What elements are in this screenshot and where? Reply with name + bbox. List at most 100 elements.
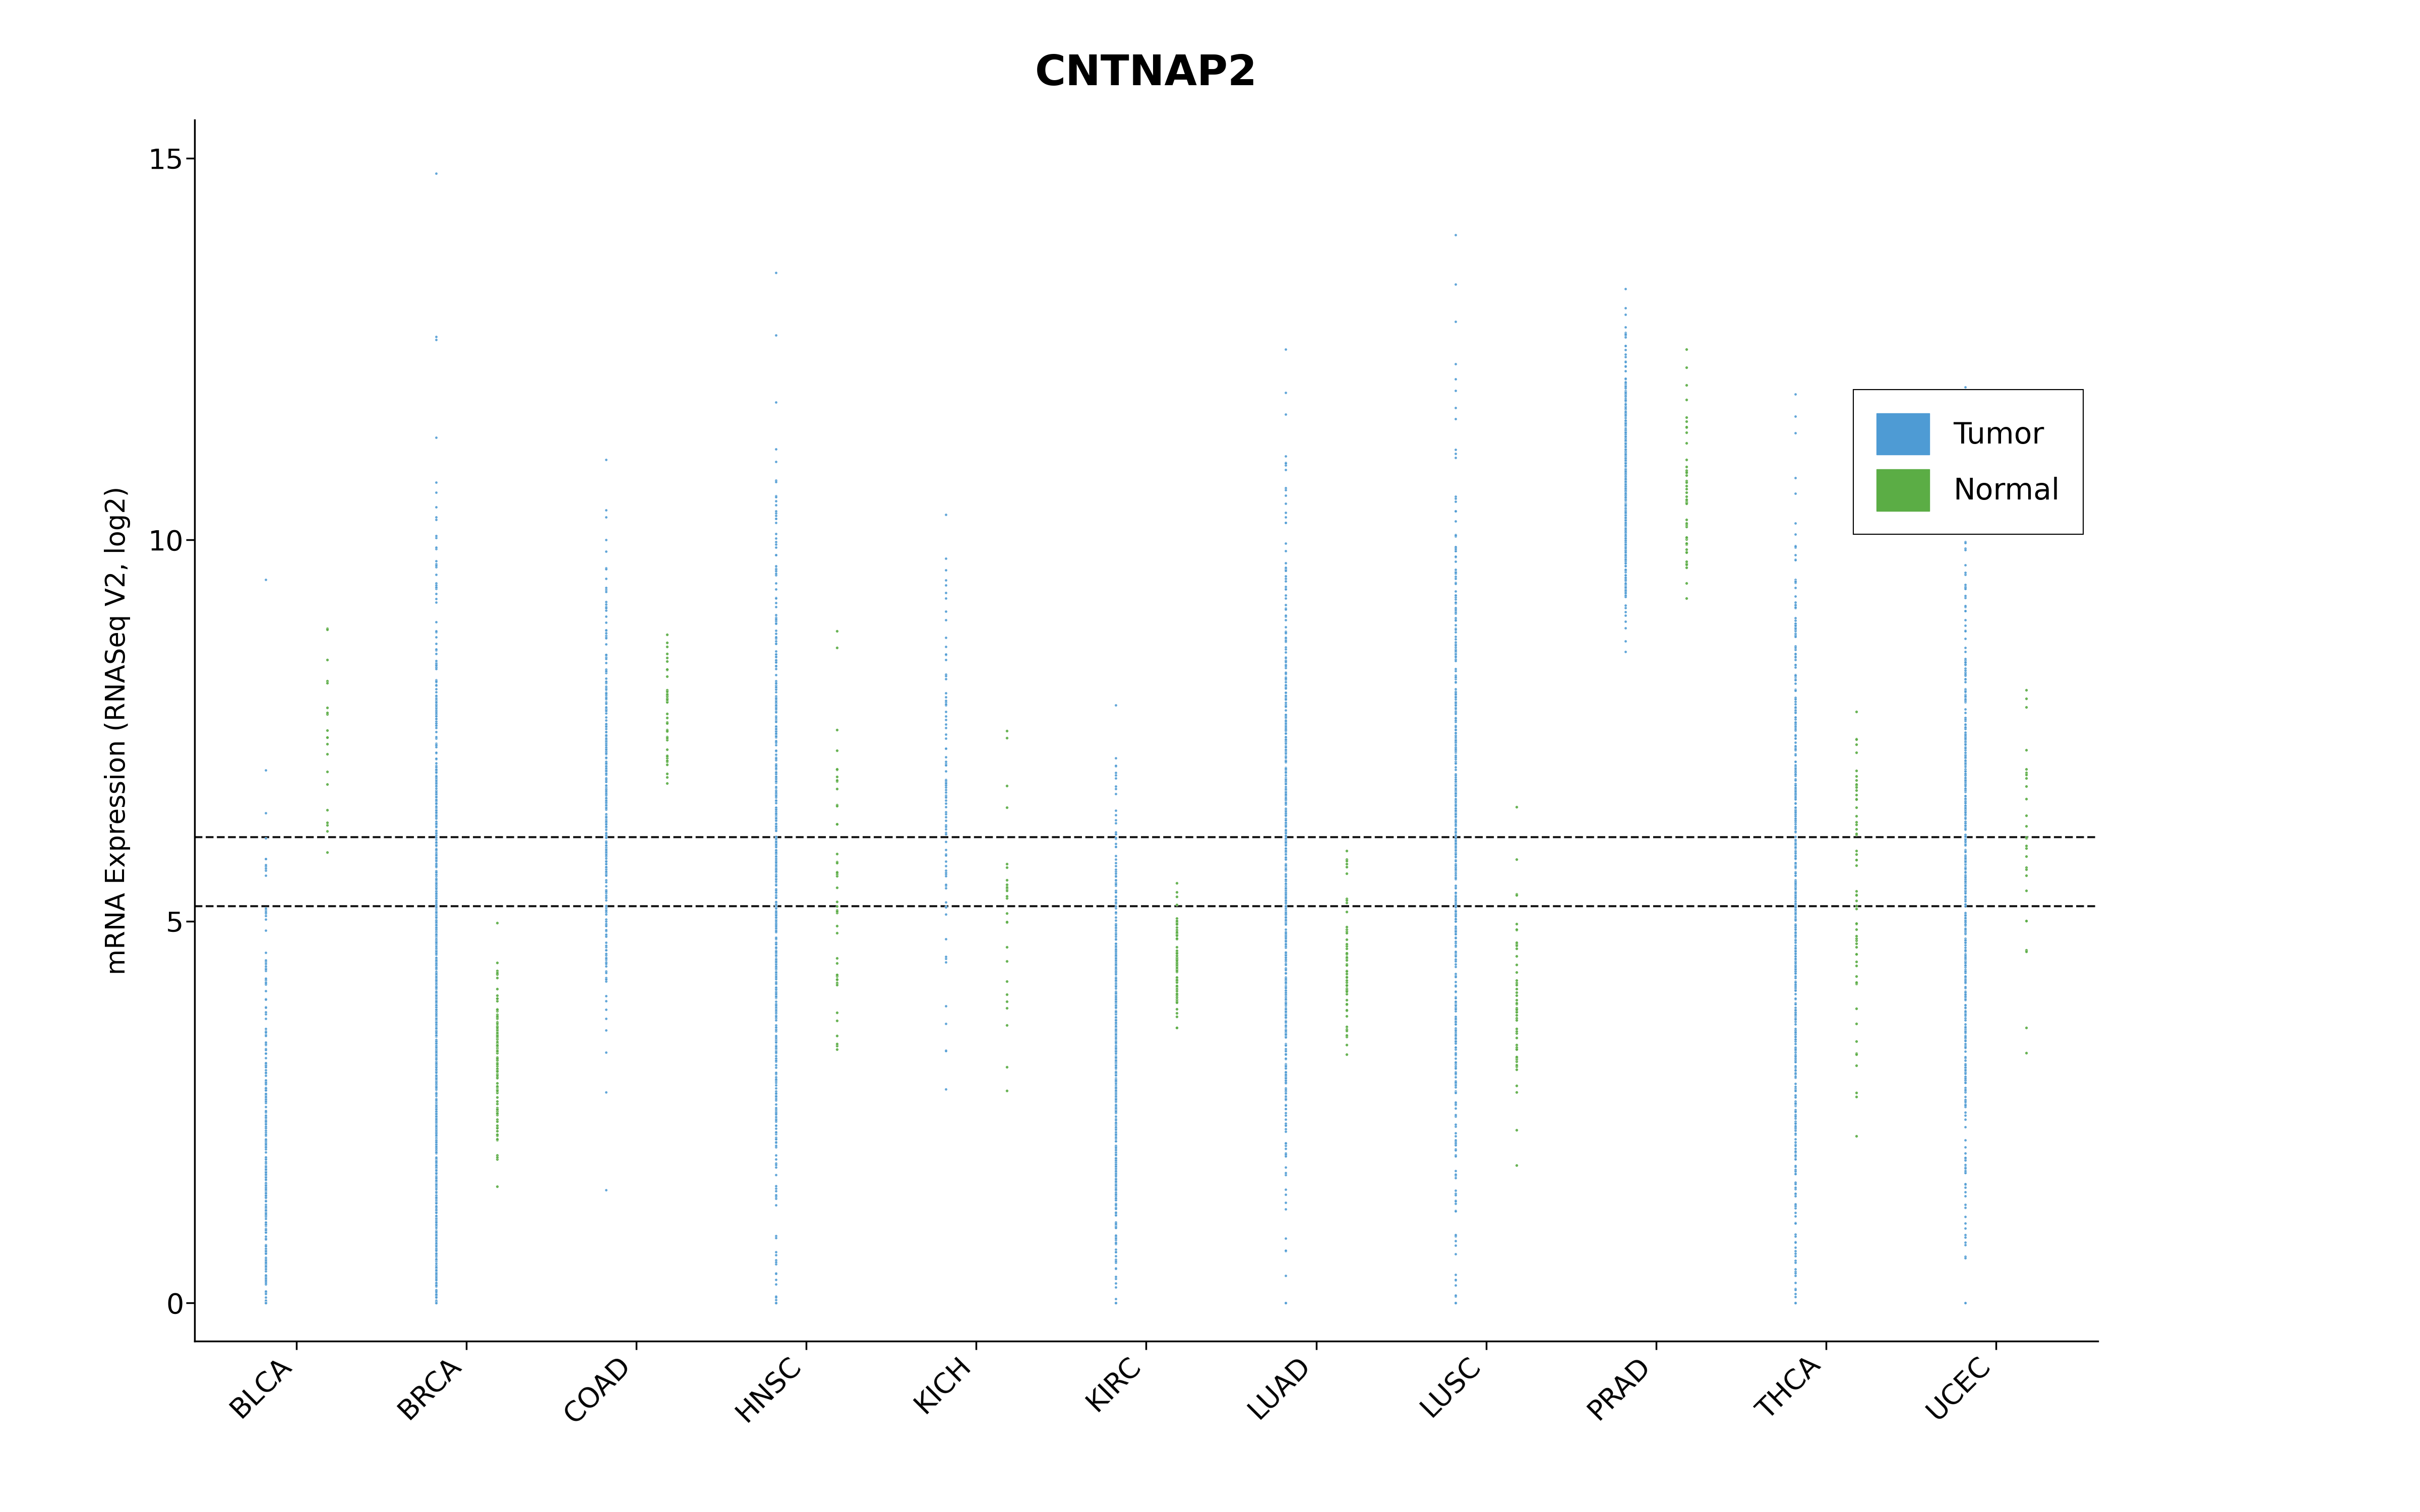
Point xyxy=(586,856,624,880)
Point xyxy=(1435,835,1474,859)
Point xyxy=(757,591,796,615)
Point xyxy=(2006,909,2045,933)
Point xyxy=(477,1031,515,1055)
Point xyxy=(1946,717,1984,741)
Point xyxy=(416,1067,455,1092)
Point xyxy=(1607,461,1646,485)
Point xyxy=(416,1234,455,1258)
Point xyxy=(1266,1070,1304,1095)
Point xyxy=(416,1120,455,1145)
Point xyxy=(1266,1046,1304,1070)
Point xyxy=(477,1007,515,1031)
Point xyxy=(1096,1172,1135,1196)
Point xyxy=(757,1184,796,1208)
Point xyxy=(1435,1291,1474,1315)
Point xyxy=(757,390,796,414)
Point xyxy=(927,773,966,797)
Point xyxy=(927,809,966,833)
Point xyxy=(416,582,455,606)
Point xyxy=(1946,688,1984,712)
Point xyxy=(416,924,455,948)
Point xyxy=(1607,454,1646,478)
Point xyxy=(1776,1092,1815,1116)
Point xyxy=(1607,432,1646,457)
Point xyxy=(757,1070,796,1095)
Point xyxy=(1946,689,1984,714)
Point xyxy=(586,912,624,936)
Point xyxy=(416,948,455,972)
Point xyxy=(1435,798,1474,823)
Point xyxy=(247,1256,286,1281)
Point xyxy=(1776,786,1815,810)
Point xyxy=(416,1278,455,1302)
Point xyxy=(1435,1046,1474,1070)
Point xyxy=(1266,1019,1304,1043)
Point xyxy=(1157,880,1195,904)
Point xyxy=(1946,768,1984,792)
Point xyxy=(1096,1291,1135,1315)
Point xyxy=(1096,821,1135,845)
Point xyxy=(416,838,455,862)
Point xyxy=(1607,454,1646,478)
Point xyxy=(1266,1009,1304,1033)
Point xyxy=(247,1291,286,1315)
Point xyxy=(586,618,624,643)
Point xyxy=(1776,806,1815,830)
Point xyxy=(416,1148,455,1172)
Point xyxy=(247,1042,286,1066)
Point xyxy=(1096,888,1135,912)
Point xyxy=(1946,650,1984,674)
Point xyxy=(757,977,796,1001)
Point xyxy=(586,623,624,647)
Point xyxy=(416,1158,455,1182)
Point xyxy=(1607,451,1646,475)
Point xyxy=(1498,1025,1537,1049)
Point xyxy=(586,783,624,807)
Point xyxy=(416,983,455,1007)
Point xyxy=(1326,978,1365,1002)
Point xyxy=(247,1291,286,1315)
Point xyxy=(416,1247,455,1272)
Point xyxy=(1607,417,1646,442)
Point xyxy=(586,699,624,723)
Point xyxy=(586,989,624,1013)
Point xyxy=(1607,366,1646,390)
Point xyxy=(1607,472,1646,496)
Point xyxy=(1096,937,1135,962)
Point xyxy=(1607,446,1646,470)
Point xyxy=(477,1010,515,1034)
Point xyxy=(757,1018,796,1042)
Point xyxy=(757,930,796,954)
Point xyxy=(1266,714,1304,738)
Point xyxy=(416,653,455,677)
Point xyxy=(1607,473,1646,497)
Point xyxy=(757,940,796,965)
Point xyxy=(1776,635,1815,659)
Point xyxy=(1435,889,1474,913)
Point xyxy=(1435,739,1474,764)
Point xyxy=(416,794,455,818)
Point xyxy=(416,895,455,919)
Point xyxy=(1607,575,1646,599)
Point xyxy=(757,788,796,812)
Point xyxy=(416,1081,455,1105)
Point xyxy=(1266,854,1304,878)
Point xyxy=(1435,696,1474,720)
Point xyxy=(1837,965,1876,989)
Point xyxy=(1946,735,1984,759)
Point xyxy=(927,927,966,951)
Point xyxy=(416,948,455,972)
Point xyxy=(477,1057,515,1081)
Point xyxy=(1946,968,1984,992)
Point xyxy=(1837,897,1876,921)
Point xyxy=(1837,779,1876,803)
Point xyxy=(757,931,796,956)
Point xyxy=(1776,1161,1815,1185)
Point xyxy=(1607,543,1646,567)
Point xyxy=(1096,1226,1135,1250)
Point xyxy=(757,522,796,546)
Point xyxy=(1266,1039,1304,1063)
Point xyxy=(416,768,455,792)
Point xyxy=(1667,540,1706,564)
Point xyxy=(1435,745,1474,770)
